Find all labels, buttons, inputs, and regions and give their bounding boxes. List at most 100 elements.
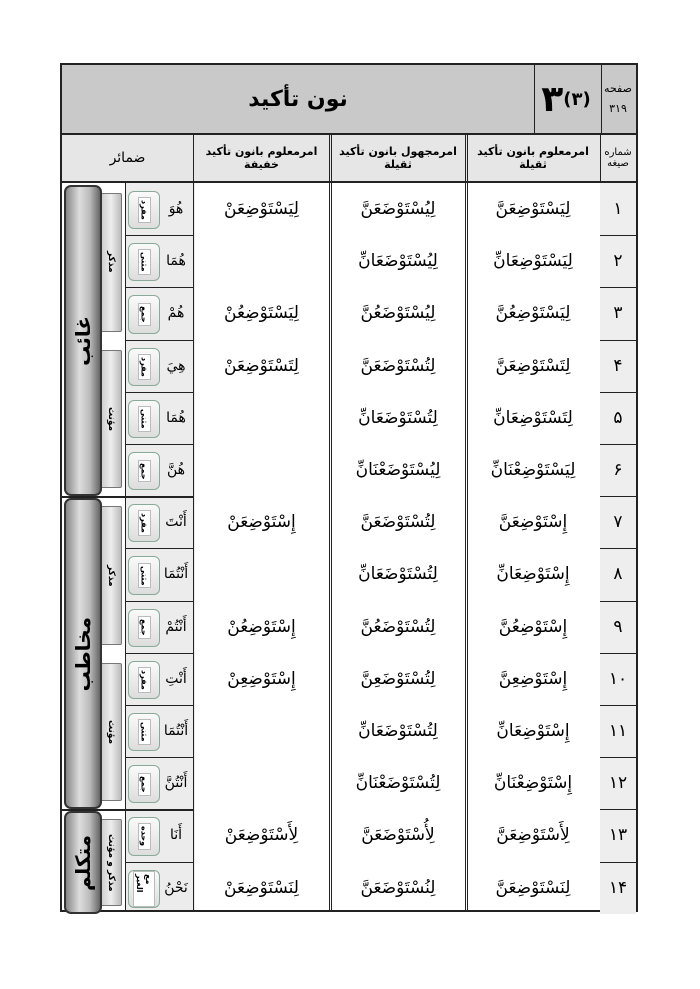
- row-divider: [600, 652, 636, 654]
- passive-heavy-cell: لِتُسْتَوْضَعُنَّ: [360, 616, 436, 637]
- conjugation-table: نون تأکید (۳) ۳ صفحه ۳۱۹ شماره صیغه امرم…: [60, 63, 638, 914]
- active-light-cell: [193, 235, 330, 287]
- row-divider: [125, 757, 193, 759]
- passive-heavy-cell: لِنُسْتَوْضَعَنَّ: [360, 877, 436, 898]
- gender-label-text: مؤنث: [106, 406, 116, 431]
- active-light-cell: لِيَسْتَوْضِعُنْ: [224, 303, 299, 324]
- row-number: ۱۱: [600, 705, 636, 758]
- passive-heavy-cell: لِتُسْتَوْضَعَانِّ: [358, 407, 438, 428]
- pronoun: نَحْنُ: [164, 879, 188, 896]
- page-number: ۳۱۹: [609, 102, 627, 115]
- passive-heavy-cell: لِيُسْتَوْضَعُنَّ: [360, 303, 436, 324]
- number-label-text: مثنی: [137, 562, 151, 589]
- row-number: ۱۰: [600, 652, 636, 705]
- active-heavy-cell: لِتَسْتَوْضِعَانِّ: [493, 407, 573, 428]
- row-divider: [600, 600, 636, 602]
- row-number: ۱۲: [600, 757, 636, 810]
- row-divider: [125, 600, 193, 602]
- row-divider: [600, 757, 636, 759]
- number-label: وحده: [128, 817, 160, 856]
- row-number: ۵: [600, 391, 636, 444]
- passive-heavy-cell: لِتُسْتَوْضَعْنَانِّ: [355, 773, 441, 794]
- header-active-light: امرمعلوم بانون تأکید خفیفة: [193, 135, 330, 183]
- row-divider: [125, 652, 193, 654]
- row-number: ۷: [600, 496, 636, 549]
- pronoun: هِيَ: [166, 357, 186, 374]
- divider: [465, 135, 468, 910]
- number-label-text: مفرد: [137, 666, 151, 693]
- active-heavy-cell: إِسْتَوْضِعَنَّ: [498, 512, 568, 533]
- row-divider: [600, 444, 636, 445]
- chapter-big-number: ۳: [541, 78, 564, 120]
- row-number: ۶: [600, 444, 636, 497]
- header-number: شماره صیغه: [600, 135, 636, 183]
- passive-heavy-cell: لِتُسْتَوْضَعَانِّ: [358, 721, 438, 742]
- row-divider: [600, 705, 636, 706]
- pronoun: أَنْتُمَا: [163, 566, 189, 583]
- row-divider: [125, 339, 193, 341]
- row-number: ۳: [600, 287, 636, 340]
- row-number: ۹: [600, 600, 636, 653]
- number-label: مثنی: [128, 713, 160, 752]
- number-label: مثنی: [128, 399, 160, 438]
- active-heavy-cell: لِنَسْتَوْضِعَنَّ: [495, 877, 571, 898]
- row-divider: [125, 861, 193, 863]
- active-light-cell: إِسْتَوْضِعِنْ: [227, 668, 296, 689]
- active-heavy-cell: إِسْتَوْضِعَانِّ: [496, 721, 570, 742]
- passive-heavy-cell: لِتُسْتَوْضَعَنَّ: [360, 512, 436, 533]
- number-label-text: مفرد: [137, 510, 151, 537]
- person-label: غائب: [64, 185, 102, 497]
- page-reference: صفحه ۳۱۹: [600, 65, 636, 133]
- active-heavy-cell: إِسْتَوْضِعْنَانِّ: [493, 773, 573, 794]
- passive-heavy-cell: لِتُسْتَوْضَعَنَّ: [360, 355, 436, 376]
- pronoun: أَنْتِ: [165, 670, 187, 687]
- number-label-text: مع الغیر: [133, 870, 155, 907]
- gender-label-text: مؤنث: [106, 720, 116, 745]
- row-divider: [600, 496, 636, 498]
- pronoun: أَنَا: [169, 827, 183, 844]
- active-heavy-cell: إِسْتَوْضِعِنَّ: [498, 668, 568, 689]
- row-divider: [600, 287, 636, 289]
- number-label: مثنی: [128, 243, 160, 282]
- gender-label: مذکر: [100, 193, 122, 332]
- number-label: مفرد: [128, 660, 160, 699]
- row-divider: [125, 444, 193, 445]
- pronoun: أَنْتُنَّ: [164, 775, 188, 792]
- number-label: مفرد: [128, 504, 160, 543]
- person-label-text: مخاطب: [71, 616, 95, 691]
- gender-label-text: مذکر: [106, 251, 116, 274]
- pronoun: أَنْتُمَا: [163, 723, 189, 740]
- number-label-text: جمع: [137, 459, 151, 483]
- row-divider: [600, 548, 636, 550]
- page-title: نون تأکید: [248, 86, 348, 112]
- row-number: ۱: [600, 183, 636, 236]
- person-label-text: غائب: [71, 315, 95, 366]
- chapter-sub: (۳): [563, 88, 591, 110]
- pronoun: هُوَ: [168, 201, 184, 218]
- active-heavy-cell: لِيَسْتَوْضِعَانِّ: [493, 251, 573, 272]
- row-divider: [600, 339, 636, 341]
- chapter-number: (۳) ۳: [534, 65, 602, 133]
- passive-heavy-cell: لِأُسْتَوْضَعَنَّ: [361, 825, 435, 846]
- number-label-text: مثنی: [137, 406, 151, 432]
- active-light-cell: لِيَسْتَوْضِعَنْ: [224, 199, 299, 220]
- group-divider: [62, 809, 193, 812]
- row-divider: [125, 391, 193, 393]
- active-light-cell: [193, 705, 330, 757]
- number-label: جمع: [128, 452, 160, 491]
- title-bar: نون تأکید (۳) ۳ صفحه ۳۱۹: [62, 65, 636, 135]
- person-label-text: متکلم: [71, 834, 95, 891]
- number-label-text: جمع: [137, 303, 151, 326]
- number-label: مع الغیر: [128, 869, 160, 908]
- header-pronouns: ضمائر: [62, 135, 193, 183]
- gender-label: مذکر و مؤنث: [100, 819, 122, 906]
- row-number: ۸: [600, 548, 636, 601]
- gender-label-text: مذکر و مؤنث: [106, 833, 116, 892]
- active-light-cell: لِأَسْتَوْضِعَنْ: [224, 825, 299, 846]
- number-label-text: مفرد: [137, 197, 151, 223]
- number-label-text: مثنی: [137, 249, 151, 276]
- active-heavy-cell: إِسْتَوْضِعُنَّ: [498, 616, 568, 637]
- passive-heavy-cell: لِيُسْتَوْضَعَانِّ: [358, 251, 438, 272]
- number-label: جمع: [128, 765, 160, 804]
- row-divider: [125, 548, 193, 550]
